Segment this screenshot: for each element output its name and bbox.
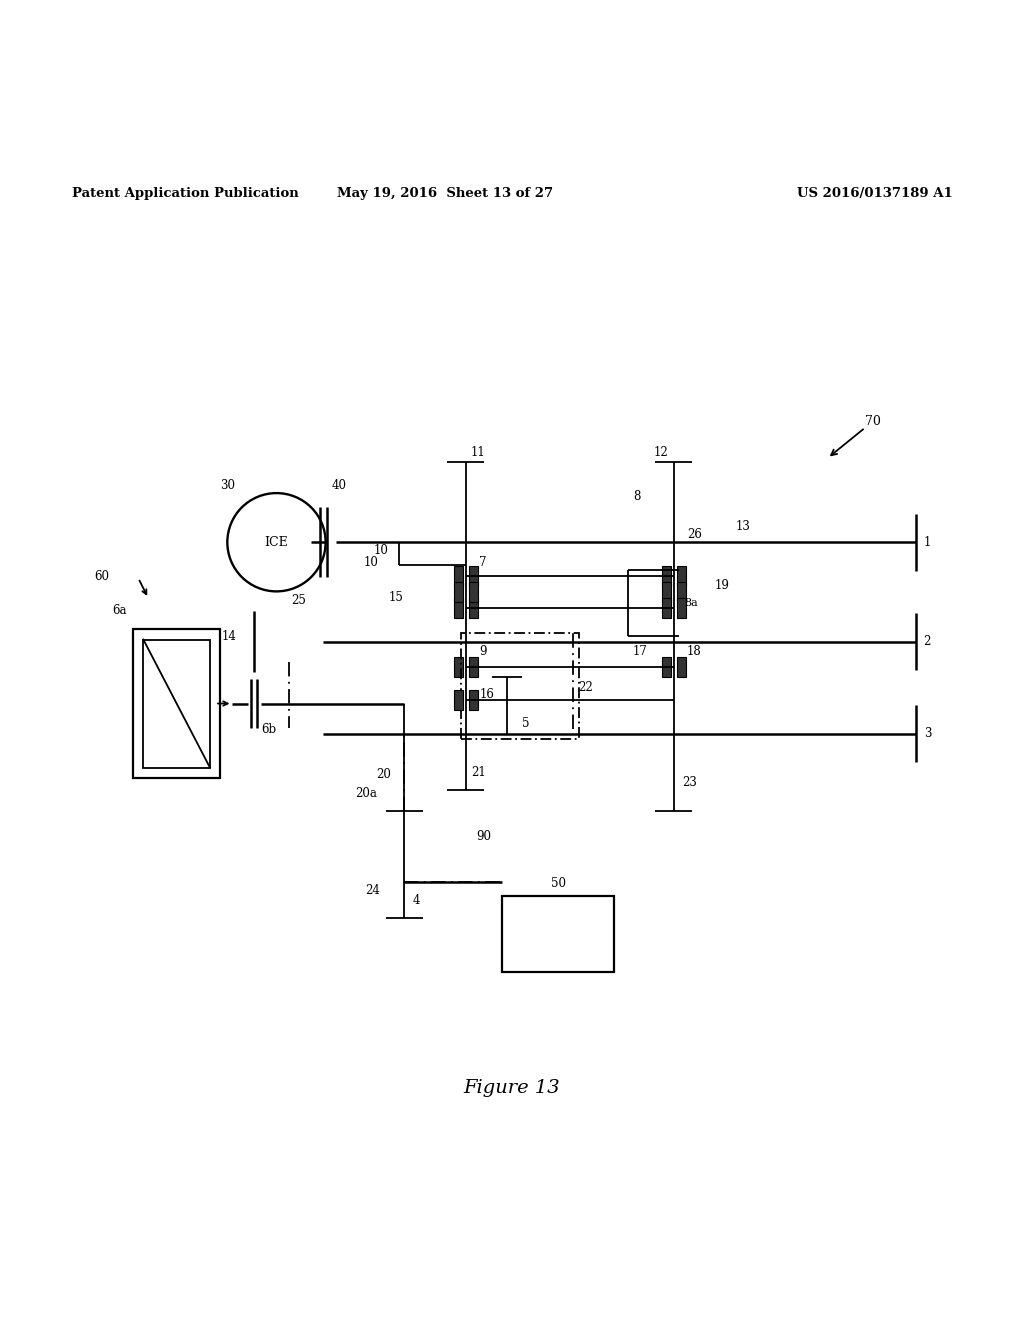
Bar <box>677 582 686 602</box>
Text: 50: 50 <box>551 876 565 890</box>
Text: 10: 10 <box>374 544 389 557</box>
Text: 9: 9 <box>479 645 486 659</box>
Text: 25: 25 <box>291 594 306 607</box>
Bar <box>662 598 671 618</box>
Bar <box>662 582 671 602</box>
Text: 60: 60 <box>94 569 110 582</box>
Text: 15: 15 <box>389 590 404 603</box>
Text: 30: 30 <box>220 479 236 492</box>
Text: May 19, 2016  Sheet 13 of 27: May 19, 2016 Sheet 13 of 27 <box>337 187 554 199</box>
Text: 24: 24 <box>366 884 381 896</box>
Bar <box>133 630 220 777</box>
Text: 12: 12 <box>654 446 669 458</box>
Text: 26: 26 <box>687 528 702 541</box>
Bar <box>469 566 478 586</box>
Text: 7: 7 <box>479 556 486 569</box>
Bar <box>677 598 686 618</box>
Bar <box>454 657 463 677</box>
Text: 8a: 8a <box>684 598 697 609</box>
Bar <box>469 598 478 618</box>
Bar <box>662 566 671 586</box>
Text: 10: 10 <box>364 556 379 569</box>
Bar <box>143 639 210 767</box>
Text: 70: 70 <box>865 414 882 428</box>
Text: 4: 4 <box>413 894 420 907</box>
Text: 18: 18 <box>687 645 701 659</box>
Text: 6a: 6a <box>113 605 127 618</box>
Bar <box>461 634 579 739</box>
Text: 11: 11 <box>471 446 485 458</box>
Text: Patent Application Publication: Patent Application Publication <box>72 187 298 199</box>
Text: 40: 40 <box>332 479 347 492</box>
Text: ICE: ICE <box>264 536 289 549</box>
Text: 19: 19 <box>715 578 730 591</box>
Bar <box>502 895 614 973</box>
Bar <box>454 598 463 618</box>
Text: 6b: 6b <box>261 722 276 735</box>
Text: 20: 20 <box>376 768 391 781</box>
Bar <box>469 582 478 602</box>
Text: 22: 22 <box>579 681 593 694</box>
Text: 5: 5 <box>522 717 529 730</box>
Text: 17: 17 <box>633 645 648 659</box>
Bar <box>454 690 463 710</box>
Text: 20a: 20a <box>355 787 377 800</box>
Text: 14: 14 <box>221 630 237 643</box>
Bar <box>677 566 686 586</box>
Text: 13: 13 <box>735 520 751 533</box>
Text: Figure 13: Figure 13 <box>464 1078 560 1097</box>
Bar <box>662 657 671 677</box>
Text: 3: 3 <box>924 727 931 741</box>
Bar <box>454 582 463 602</box>
Text: 16: 16 <box>479 688 495 701</box>
Text: 2: 2 <box>924 635 931 648</box>
Text: 8: 8 <box>633 490 640 503</box>
Bar <box>454 566 463 586</box>
Bar <box>469 657 478 677</box>
Text: 23: 23 <box>682 776 697 789</box>
Text: US 2016/0137189 A1: US 2016/0137189 A1 <box>797 187 952 199</box>
Bar <box>469 690 478 710</box>
Text: 21: 21 <box>471 766 485 779</box>
Text: 1: 1 <box>924 536 931 549</box>
Bar <box>677 657 686 677</box>
Text: 90: 90 <box>476 830 492 842</box>
